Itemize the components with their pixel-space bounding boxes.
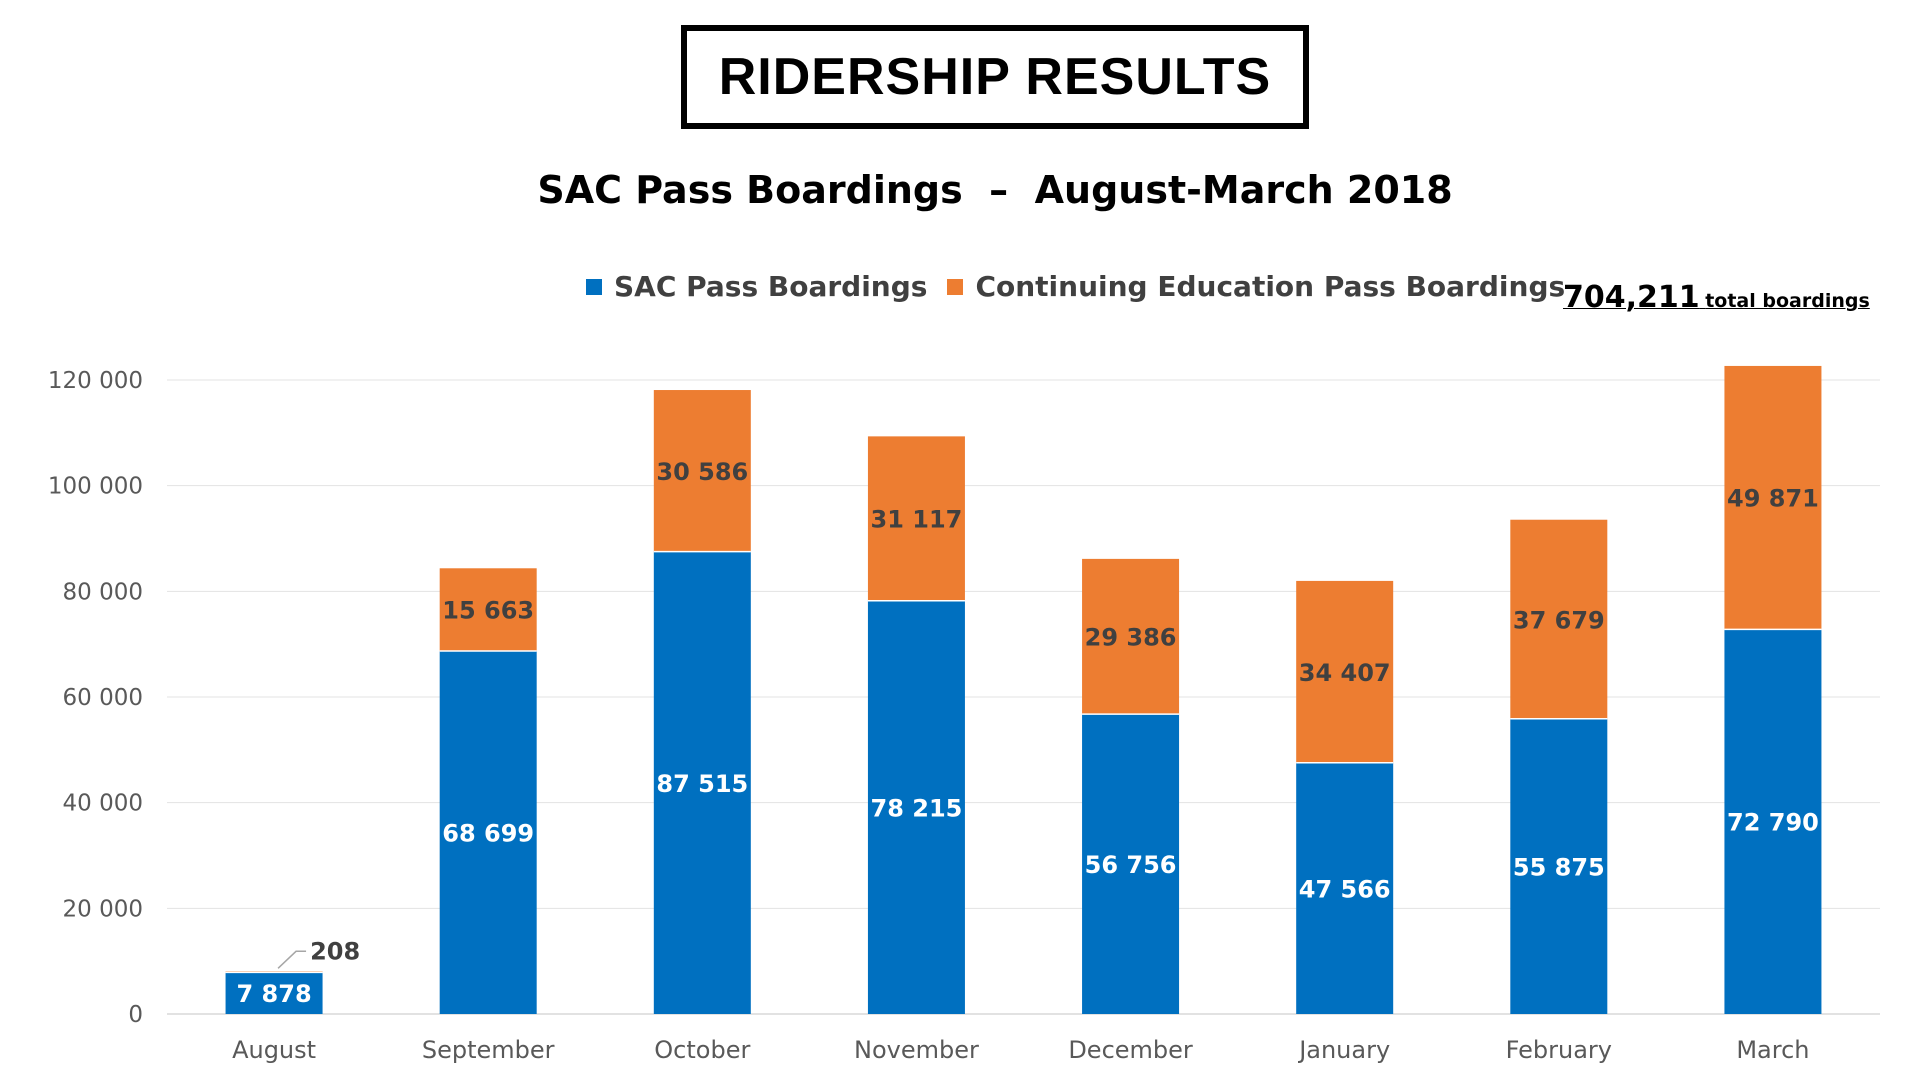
chart-legend: SAC Pass Boardings Continuing Education …: [586, 270, 1565, 303]
y-tick-label: 40 000: [63, 791, 143, 817]
data-label-sac: 72 790: [1727, 809, 1819, 837]
chart-title: SAC Pass Boardings – August-March 2018: [537, 168, 1453, 212]
y-tick-label: 20 000: [63, 896, 143, 922]
legend-label-sac: SAC Pass Boardings: [614, 270, 928, 303]
x-tick-label: September: [422, 1036, 555, 1064]
data-label-sac: 78 215: [871, 794, 963, 822]
bar-sac-pass: [1724, 629, 1822, 1014]
legend-swatch-continuing-education: [947, 278, 964, 295]
data-label-sac: 47 566: [1299, 875, 1391, 903]
bar-sac-pass: [653, 551, 751, 1014]
data-label-continuing-education: 208: [310, 937, 360, 965]
bar-continuing-education: [1724, 365, 1822, 630]
bar-continuing-education: [653, 390, 751, 552]
y-tick-label: 60 000: [63, 685, 143, 711]
bar-continuing-education: [1082, 558, 1180, 715]
bar-sac-pass: [1296, 762, 1394, 1014]
data-label-sac: 68 699: [442, 820, 534, 848]
data-label-sac: 55 875: [1513, 853, 1605, 881]
x-tick-label: October: [654, 1036, 750, 1064]
bar-sac-pass: [225, 972, 323, 1014]
legend-item-sac: SAC Pass Boardings: [586, 270, 927, 303]
bar-sac-pass: [439, 651, 537, 1014]
legend-swatch-sac: [586, 278, 602, 295]
legend-item-continuing-education: Continuing Education Pass Boardings: [947, 270, 1565, 303]
bar-continuing-education: [439, 568, 537, 652]
x-tick-label: December: [1068, 1036, 1193, 1064]
total-boardings-value: 704,211: [1563, 280, 1700, 315]
total-boardings-label: total boardings: [1705, 290, 1870, 312]
total-boardings-annotation: 704,211 total boardings: [1563, 280, 1870, 315]
data-label-leader-line: [277, 950, 307, 969]
data-label-continuing-education: 49 871: [1727, 485, 1819, 513]
x-tick-label: August: [232, 1036, 316, 1064]
ridership-results-banner: RIDERSHIP RESULTS: [681, 25, 1309, 129]
data-label-continuing-education: 15 663: [442, 597, 534, 625]
banner-title: RIDERSHIP RESULTS: [718, 48, 1272, 106]
data-label-continuing-education: 31 117: [871, 506, 963, 534]
bar-sac-pass: [1082, 714, 1180, 1014]
y-tick-label: 80 000: [63, 579, 143, 605]
legend-label-continuing-education: Continuing Education Pass Boardings: [975, 270, 1566, 303]
data-label-sac: 56 756: [1085, 851, 1177, 879]
bar-sac-pass: [867, 600, 965, 1014]
y-tick-label: 0: [128, 1002, 143, 1028]
y-tick-label: 100 000: [48, 474, 143, 500]
data-label-continuing-education: 30 586: [656, 458, 748, 486]
y-tick-label: 120 000: [48, 368, 143, 394]
data-label-sac: 87 515: [656, 770, 748, 798]
data-label-continuing-education: 29 386: [1085, 624, 1177, 652]
bar-sac-pass: [1510, 718, 1608, 1014]
x-tick-label: February: [1506, 1036, 1612, 1064]
x-tick-label: March: [1736, 1036, 1809, 1064]
bar-continuing-education: [1296, 580, 1394, 763]
data-label-continuing-education: 34 407: [1299, 659, 1391, 687]
x-tick-label: January: [1297, 1036, 1390, 1064]
x-tick-label: November: [854, 1036, 979, 1064]
data-label-continuing-education: 37 679: [1513, 606, 1605, 634]
bar-continuing-education: [1510, 519, 1608, 719]
data-label-sac: 7 878: [236, 980, 311, 1008]
bar-continuing-education: [867, 436, 965, 601]
